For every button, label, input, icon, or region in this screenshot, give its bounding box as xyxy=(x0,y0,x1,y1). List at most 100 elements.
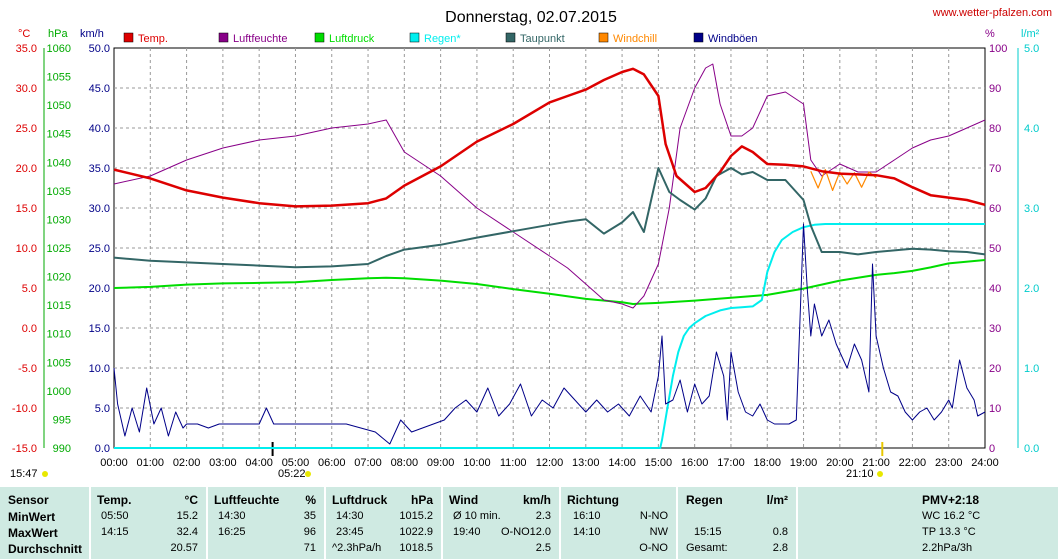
legend-label: Taupunkt xyxy=(520,33,565,45)
stats-time: Gesamt: xyxy=(686,542,728,554)
legend-swatch xyxy=(693,32,704,43)
stats-value: 71 xyxy=(303,542,316,554)
site-link[interactable]: www.wetter-pfalzen.com xyxy=(932,7,1052,19)
wind-tick-label: 35.0 xyxy=(89,163,110,175)
stats-value: 2.8 xyxy=(772,542,788,554)
x-tick-label: 16:00 xyxy=(681,457,709,469)
stats-value: O-NO xyxy=(639,542,668,554)
temp-tick-label: -15.0 xyxy=(12,443,37,455)
stats-header: Regen xyxy=(686,493,723,507)
grid xyxy=(113,47,986,449)
x-tick-label: 18:00 xyxy=(753,457,781,469)
stats-col-sensor: Sensor MinWert MaxWert Durchschnitt xyxy=(0,487,89,559)
x-tick-label: 15:00 xyxy=(645,457,673,469)
stats-header: Wind xyxy=(449,493,479,507)
legend-swatch xyxy=(218,32,229,43)
x-tick-label: 06:00 xyxy=(318,457,346,469)
humidity-tick-label: 90 xyxy=(989,83,1001,95)
x-tick-label: 00:00 xyxy=(100,457,128,469)
humidity-tick-label: 40 xyxy=(989,283,1001,295)
stats-unit: °C xyxy=(184,493,198,507)
stats-unit: hPa xyxy=(410,493,433,507)
stats-row-label: MaxWert xyxy=(8,526,58,540)
sun-icon xyxy=(42,471,48,477)
x-tick-label: 17:00 xyxy=(717,457,745,469)
x-tick-label: 09:00 xyxy=(427,457,455,469)
x-tick-label: 22:00 xyxy=(899,457,927,469)
weather-chart: Donnerstag, 02.07.2015 www.wetter-pfalze… xyxy=(10,7,1052,480)
humidity-tick-label: 10 xyxy=(989,403,1001,415)
temp-tick-label: 10.0 xyxy=(16,243,37,255)
x-tick-label: 21:00 xyxy=(862,457,890,469)
stats-time: 14:10 xyxy=(573,526,601,538)
humidity-tick-label: 50 xyxy=(989,243,1001,255)
x-tick-label: 07:00 xyxy=(354,457,382,469)
x-tick-label: 11:00 xyxy=(500,457,527,469)
pressure-tick-label: 1005 xyxy=(47,357,71,369)
wind-tick-label: 40.0 xyxy=(89,123,110,135)
rain-tick-label: 3.0 xyxy=(1024,203,1039,215)
x-tick-label: 19:00 xyxy=(790,457,818,469)
stats-time: 19:40 xyxy=(453,526,481,538)
stats-time: 14:15 xyxy=(101,526,129,538)
temp-tick-label: 20.0 xyxy=(16,163,37,175)
legend-label: Luftdruck xyxy=(329,33,375,45)
stats-row-label: MinWert xyxy=(8,510,56,524)
stats-time: 14:30 xyxy=(336,510,364,522)
pressure-tick-label: 990 xyxy=(53,443,71,455)
pressure-tick-label: 995 xyxy=(53,414,71,426)
x-tick-label: 05:00 xyxy=(282,457,310,469)
wind-tick-label: 5.0 xyxy=(95,403,110,415)
x-tick-label: 23:00 xyxy=(935,457,963,469)
legend: Temp. Luftfeuchte Luftdruck Regen* Taupunkt W… xyxy=(123,32,758,45)
series-line-windben xyxy=(113,223,986,445)
humidity-tick-label: 0 xyxy=(989,443,995,455)
stats-value: WC 16.2 °C xyxy=(922,510,981,522)
stats-time: 05:50 xyxy=(101,510,129,522)
legend-swatch xyxy=(314,32,325,43)
legend-swatch xyxy=(123,32,134,43)
stats-direction: O-NO xyxy=(501,526,530,538)
pressure-tick-label: 1050 xyxy=(47,100,71,112)
x-tick-label: 02:00 xyxy=(173,457,201,469)
legend-label: Windböen xyxy=(708,33,758,45)
temp-tick-label: 25.0 xyxy=(16,123,37,135)
wind-tick-label: 20.0 xyxy=(89,283,110,295)
rain-tick-label: 2.0 xyxy=(1024,283,1039,295)
stats-value: 1015.2 xyxy=(399,510,433,522)
temp-tick-label: 30.0 xyxy=(16,83,37,95)
legend-swatch xyxy=(505,32,516,43)
pressure-tick-label: 1030 xyxy=(47,214,71,226)
stats-col-humidity: Luftfeuchte % 14:30 16:25 35 96 71 xyxy=(206,487,324,559)
legend-label: Temp. xyxy=(138,33,168,45)
stats-time: 16:10 xyxy=(573,510,601,522)
rain-tick-label: 0.0 xyxy=(1024,443,1039,455)
x-tick-label: 14:00 xyxy=(608,457,636,469)
pressure-tick-label: 1025 xyxy=(47,243,71,255)
stats-value: 1022.9 xyxy=(399,526,433,538)
stats-row-label: Durchschnitt xyxy=(8,542,83,556)
stats-col-pmv: PMV+2:18 WC 16.2 °C TP 13.3 °C 2.2hPa/3h xyxy=(796,487,1058,559)
x-tick-label: 13:00 xyxy=(572,457,600,469)
stats-value: 2.2hPa/3h xyxy=(922,542,973,554)
unit-rain-label: l/m² xyxy=(1021,28,1040,40)
stats-time: Ø 10 min. xyxy=(453,510,501,522)
temp-tick-label: 0.0 xyxy=(22,323,37,335)
x-tick-label: 10:00 xyxy=(463,457,491,469)
stats-header: Temp. xyxy=(97,493,132,507)
sunrise-icon xyxy=(305,471,311,477)
rain-tick-label: 4.0 xyxy=(1024,123,1039,135)
pressure-tick-label: 1045 xyxy=(47,129,71,141)
stats-header: Richtung xyxy=(567,493,619,507)
pressure-tick-label: 1060 xyxy=(47,43,71,55)
x-tick-label: 04:00 xyxy=(245,457,273,469)
stats-value: 15.2 xyxy=(176,510,198,522)
legend-swatch xyxy=(409,32,420,43)
legend-label: Luftfeuchte xyxy=(233,33,287,45)
stats-time: 23:45 xyxy=(336,526,364,538)
wind-tick-label: 45.0 xyxy=(89,83,110,95)
pressure-tick-label: 1020 xyxy=(47,272,71,284)
series-line-luftdruck xyxy=(113,259,986,305)
pressure-tick-label: 1055 xyxy=(47,72,71,84)
stats-time: 14:30 xyxy=(218,510,246,522)
